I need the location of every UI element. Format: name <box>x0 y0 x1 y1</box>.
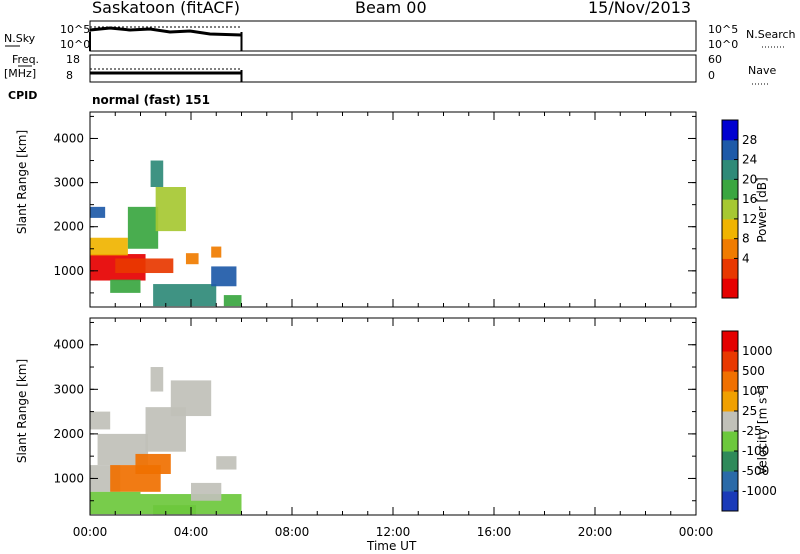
power-ytick-label: 1000 <box>53 264 84 278</box>
velocity-colorbar-swatch <box>722 471 738 492</box>
power-ytick-label: 3000 <box>53 176 84 190</box>
velocity-scatter-patch <box>191 482 222 501</box>
velocity-ytick-label: 1000 <box>53 471 84 485</box>
velocity-scatter-patch <box>90 411 111 430</box>
power-scatter-patch <box>211 266 237 287</box>
power-colorbar-tick-label: 20 <box>742 172 757 186</box>
power-scatter-patch <box>211 246 222 258</box>
power-colorbar-swatch <box>722 179 738 200</box>
velocity-colorbar-tick-label: -500 <box>742 464 769 478</box>
power-ytick-label: 4000 <box>53 131 84 145</box>
velocity-scatter-patch <box>135 453 171 474</box>
power-colorbar-swatch <box>722 159 738 180</box>
velocity-scatter-patch <box>153 505 197 515</box>
power-colorbar-swatch <box>722 139 738 161</box>
velocity-colorbar-tick-label: 1000 <box>742 344 773 358</box>
freq-tick-bottom: 8 <box>66 69 73 82</box>
velocity-colorbar-swatch <box>722 371 738 392</box>
x-tick-label: 16:00 <box>477 525 512 539</box>
radar-title: Saskatoon (fitACF) <box>92 0 241 17</box>
x-axis-label: Time UT <box>367 539 417 553</box>
velocity-scatter-patch <box>170 380 212 417</box>
nsearch-label: N.Search <box>746 28 796 41</box>
velocity-colorbar-swatch <box>722 331 738 352</box>
power-scatter-patch <box>185 253 199 265</box>
nave-tick-top: 60 <box>708 53 722 66</box>
nsky-tick-bottom: 10^0 <box>60 38 91 51</box>
velocity-ytick-label: 4000 <box>53 338 84 352</box>
power-colorbar-tick-label: 24 <box>742 153 757 167</box>
nsky-tick-top: 10^5 <box>60 23 91 36</box>
power-scatter-patch <box>153 284 217 307</box>
velocity-colorbar-swatch <box>722 431 738 452</box>
power-colorbar-swatch <box>722 278 738 299</box>
nave-tick-bottom: 0 <box>708 69 715 82</box>
velocity-ytick-label: 2000 <box>53 427 84 441</box>
nsearch-tick-bottom: 10^0 <box>708 38 739 51</box>
x-tick-label: 04:00 <box>174 525 209 539</box>
x-tick-label: 08:00 <box>275 525 310 539</box>
nave-label: Nave <box>748 64 777 77</box>
velocity-ylabel: Slant Range [km] <box>15 358 29 464</box>
velocity-colorbar-swatch <box>722 351 738 372</box>
velocity-colorbar-swatch <box>722 491 738 512</box>
power-colorbar-tick-label: 16 <box>742 192 757 206</box>
velocity-scatter-patch <box>90 491 141 515</box>
power-colorbar-tick-label: 8 <box>742 232 750 246</box>
power-scatter-patch <box>115 258 174 274</box>
power-scatter-patch <box>150 160 164 187</box>
power-colorbar-swatch <box>722 258 738 279</box>
x-tick-label: 00:00 <box>679 525 714 539</box>
nsky-trace <box>89 26 242 37</box>
date-label: 15/Nov/2013 <box>588 0 692 17</box>
freq-panel-frame <box>89 54 697 83</box>
freq-label: Freq. <box>12 53 40 66</box>
x-tick-label: 20:00 <box>578 525 613 539</box>
cpid-label: CPID <box>8 89 38 102</box>
x-tick-label: 00:00 <box>73 525 108 539</box>
nsky-panel-frame <box>89 20 697 52</box>
x-tick-label: 12:00 <box>376 525 411 539</box>
power-colorbar-tick-label: 28 <box>742 133 757 147</box>
velocity-colorbar-swatch <box>722 411 738 432</box>
velocity-colorbar-tick-label: -100 <box>742 444 769 458</box>
nsearch-tick-top: 10^5 <box>708 23 739 36</box>
velocity-colorbar-label: Velocity [m s-1] <box>754 385 770 475</box>
velocity-colorbar-tick-label: -25 <box>742 424 762 438</box>
velocity-scatter-patch <box>216 456 237 470</box>
power-colorbar-swatch <box>722 218 738 240</box>
velocity-scatter-patch <box>150 367 164 392</box>
power-ylabel: Slant Range [km] <box>15 129 29 235</box>
power-colorbar-frame <box>721 119 739 299</box>
velocity-colorbar-tick-label: 25 <box>742 404 757 418</box>
freq-unit: [MHz] <box>4 67 37 80</box>
power-scatter-patch <box>223 295 242 307</box>
freq-tick-top: 18 <box>66 53 80 66</box>
velocity-colorbar-tick-label: 500 <box>742 364 765 378</box>
power-scatter-patch <box>127 206 159 249</box>
power-colorbar-label: Power [dB] <box>755 177 769 243</box>
velocity-colorbar-frame <box>721 330 739 512</box>
power-colorbar-swatch <box>722 238 738 259</box>
beam-label: Beam 00 <box>355 0 427 17</box>
velocity-colorbar-tick-label: 100 <box>742 384 765 398</box>
velocity-ytick-label: 3000 <box>53 382 84 396</box>
power-colorbar-swatch <box>722 120 738 141</box>
power-scatter-patch <box>90 237 128 256</box>
nsky-label: N.Sky <box>4 32 36 45</box>
power-scatter-patch <box>110 279 141 293</box>
cpid-value: normal (fast) 151 <box>92 93 210 107</box>
power-colorbar-tick-label: 4 <box>742 251 750 265</box>
power-scatter-patch <box>90 206 106 218</box>
power-colorbar-swatch <box>722 199 738 220</box>
velocity-colorbar-swatch <box>722 451 738 472</box>
power-scatter-patch <box>155 187 186 232</box>
power-ytick-label: 2000 <box>53 220 84 234</box>
power-colorbar-tick-label: 12 <box>742 212 757 226</box>
velocity-colorbar-swatch <box>722 391 738 412</box>
velocity-colorbar-tick-label: -1000 <box>742 484 777 498</box>
